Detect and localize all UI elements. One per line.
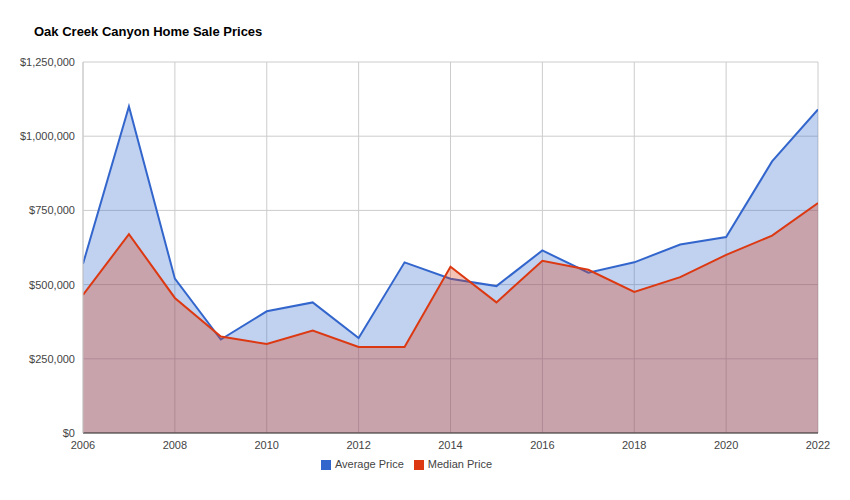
svg-text:2018: 2018 (622, 439, 646, 451)
svg-text:2008: 2008 (163, 439, 187, 451)
svg-text:$1,000,000: $1,000,000 (20, 130, 75, 142)
svg-text:$250,000: $250,000 (29, 353, 75, 365)
svg-text:2012: 2012 (346, 439, 370, 451)
svg-text:2020: 2020 (714, 439, 738, 451)
svg-text:2006: 2006 (71, 439, 95, 451)
svg-text:$1,250,000: $1,250,000 (20, 56, 75, 68)
svg-text:2014: 2014 (438, 439, 462, 451)
html-text:Oak Creek Canyon Home Sale Pri: Oak Creek Canyon Home Sale Prices (34, 24, 263, 39)
svg-text:$750,000: $750,000 (29, 204, 75, 216)
svg-text:2022: 2022 (806, 439, 830, 451)
svg-text:2010: 2010 (255, 439, 279, 451)
html-text:Average Price: Average Price (335, 458, 404, 470)
html-text:Median Price: Median Price (427, 458, 492, 470)
svg-text:$500,000: $500,000 (29, 279, 75, 291)
svg-text:2016: 2016 (530, 439, 554, 451)
svg-text:$0: $0 (63, 427, 75, 439)
